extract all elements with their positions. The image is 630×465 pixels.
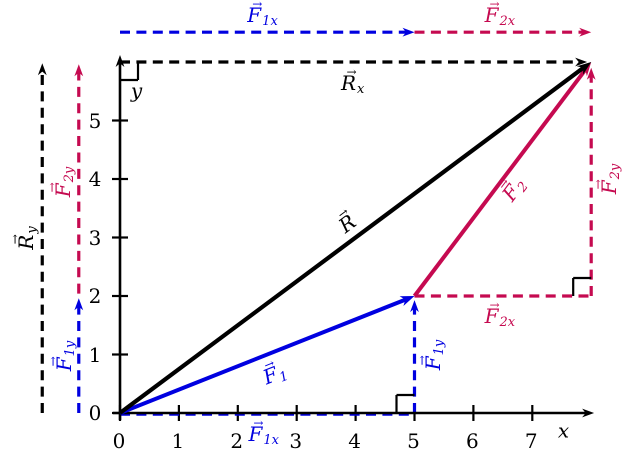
x-axis-arrowhead <box>582 408 595 418</box>
vector-R-arrowhead <box>576 62 592 75</box>
vector-R-line <box>118 64 587 415</box>
ry-left-dash-arrowhead <box>37 63 47 76</box>
y-axis-arrowhead <box>115 55 125 67</box>
rx-top-dash-arrowhead <box>575 57 588 67</box>
vector-F1-arrowhead <box>399 296 415 306</box>
f1x-top-dash-arrowhead <box>402 27 415 37</box>
f2y-right-dash-arrowhead <box>586 67 596 80</box>
f1y-mid-dash-arrowhead <box>410 300 419 313</box>
vector-F1-line <box>119 296 409 415</box>
f2y-left-dash-arrowhead <box>74 64 84 77</box>
vector-F2-line <box>412 66 589 298</box>
f1y-left-dash-arrowhead <box>74 298 84 311</box>
f2x-top-dash-arrowhead <box>579 27 592 37</box>
